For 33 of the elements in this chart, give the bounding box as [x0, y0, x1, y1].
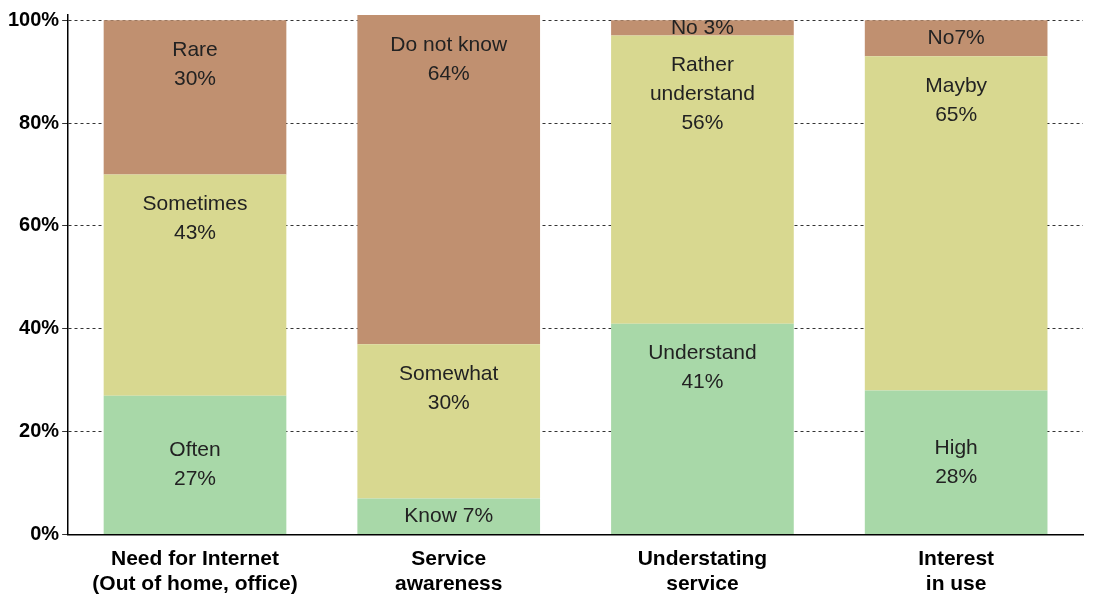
bar: [103, 174, 287, 396]
bar: [103, 20, 287, 175]
data-label: No 3%: [670, 14, 734, 38]
bar: [611, 35, 794, 324]
y-tick-label: 20%: [19, 419, 60, 442]
y-tick-label: 80%: [19, 110, 60, 133]
bar: [357, 498, 541, 535]
x-tick-label: Interest in use: [918, 546, 995, 595]
data-label: No7%: [927, 24, 985, 48]
y-tick-label: 40%: [19, 316, 60, 339]
bar: [357, 15, 541, 345]
data-label: High 28%: [934, 434, 978, 487]
data-label: Know 7%: [404, 503, 494, 527]
bar: [864, 56, 1048, 391]
data-label: Often 27%: [169, 437, 221, 490]
data-label: Mayby 65%: [925, 72, 988, 125]
data-label: Sometimes 43%: [142, 191, 248, 244]
x-tick-label: Service awareness: [395, 546, 503, 595]
data-label: Somewhat 30%: [399, 361, 499, 414]
bar: [357, 344, 541, 499]
x-tick-label: Understating service: [637, 546, 768, 595]
bar: [611, 323, 794, 535]
y-tick-label: 0%: [30, 522, 60, 545]
bar: [864, 20, 1048, 57]
data-label: Do not know 64%: [390, 31, 508, 84]
bar: [103, 395, 287, 535]
bar: [864, 390, 1048, 535]
data-label: Rather understand 56%: [649, 52, 755, 134]
y-tick-label: 60%: [19, 213, 60, 236]
y-tick-label: 100%: [8, 7, 60, 30]
data-label: Rare 30%: [172, 36, 218, 89]
data-label: Understand 41%: [648, 340, 757, 393]
x-tick-label: Need for Internet (Out of home, office): [92, 546, 298, 595]
